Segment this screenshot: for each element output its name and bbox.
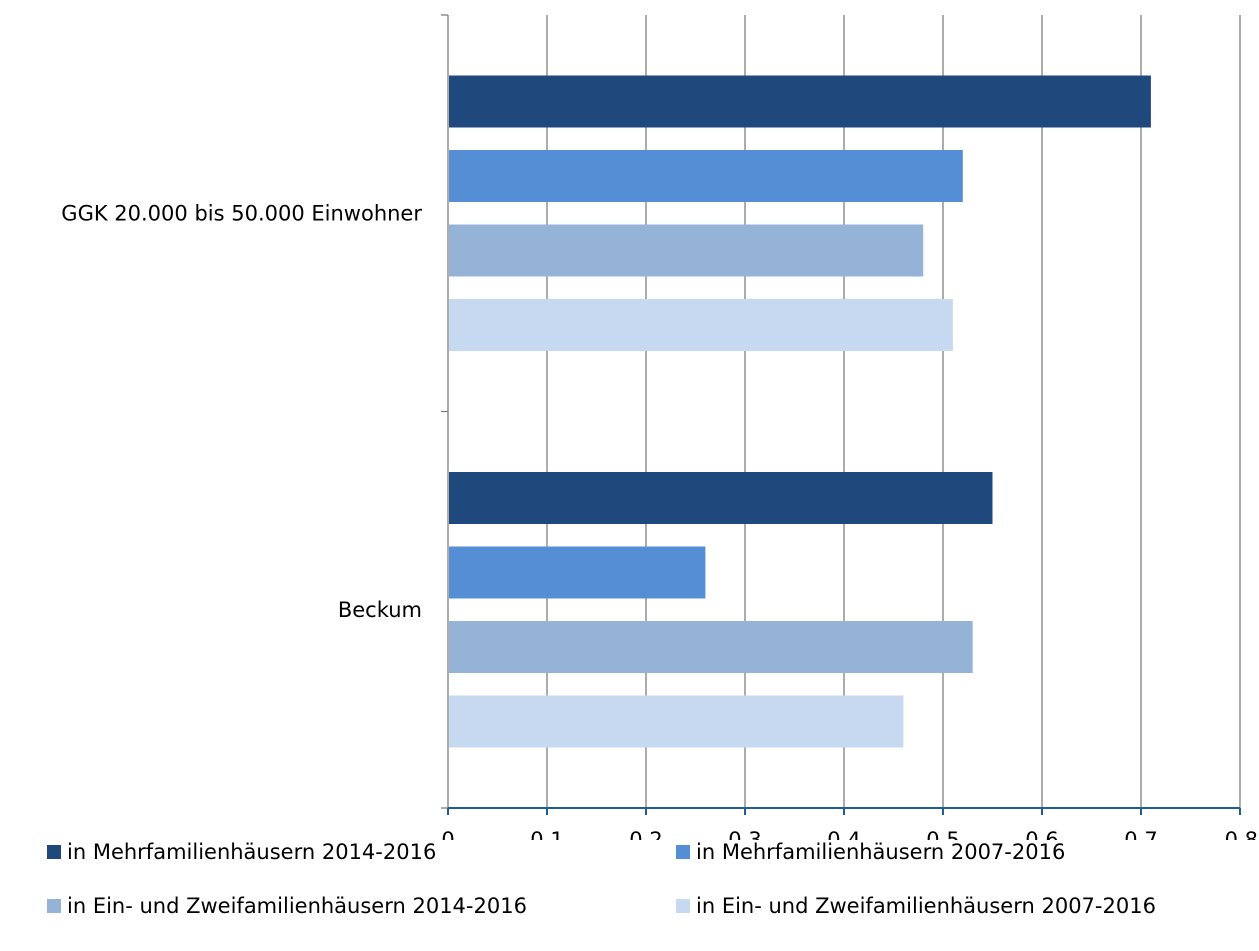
legend-label: in Ein- und Zweifamilienhäusern 2014-201… xyxy=(67,894,527,918)
x-tick-label: 0,4 xyxy=(827,828,860,840)
bar xyxy=(449,299,953,351)
x-tick-label: 0,1 xyxy=(530,828,563,840)
legend-swatch xyxy=(676,899,690,913)
bar xyxy=(449,472,993,524)
x-tick-label: 0 xyxy=(441,828,454,840)
bar xyxy=(449,695,904,748)
x-tick-label: 0,6 xyxy=(1025,828,1058,840)
legend-label: in Mehrfamilienhäusern 2014-2016 xyxy=(67,840,437,864)
x-tick-label: 0,3 xyxy=(728,828,761,840)
bar xyxy=(449,546,706,599)
category-label: Beckum xyxy=(338,598,422,622)
x-tick-label: 0,7 xyxy=(1124,828,1157,840)
legend-swatch xyxy=(676,845,690,859)
x-tick-label: 0,2 xyxy=(629,828,662,840)
legend-swatch xyxy=(47,845,61,859)
legend-item: in Ein- und Zweifamilienhäusern 2014-201… xyxy=(47,894,527,918)
x-tick-label: 0,8 xyxy=(1225,828,1258,840)
category-label: GGK 20.000 bis 50.000 Einwohner xyxy=(61,201,422,225)
legend-item: in Ein- und Zweifamilienhäusern 2007-201… xyxy=(676,894,1156,918)
bar xyxy=(449,75,1151,128)
x-tick-label: 0,5 xyxy=(926,828,959,840)
legend-label: in Mehrfamilienhäusern 2007-2016 xyxy=(696,840,1066,864)
bar xyxy=(449,224,924,277)
legend-label: in Ein- und Zweifamilienhäusern 2007-201… xyxy=(696,894,1156,918)
legend-item: in Mehrfamilienhäusern 2007-2016 xyxy=(676,840,1065,864)
legend-item: in Mehrfamilienhäusern 2014-2016 xyxy=(47,840,436,864)
legend-swatch xyxy=(47,899,61,913)
bar xyxy=(449,621,973,673)
bar xyxy=(449,150,963,202)
chart-plot: GGK 20.000 bis 50.000 Einwohner Beckum 0 0,… xyxy=(61,14,1258,852)
chart-legend: in Mehrfamilienhäusern 2014-2016 in Mehrf… xyxy=(0,840,1259,951)
